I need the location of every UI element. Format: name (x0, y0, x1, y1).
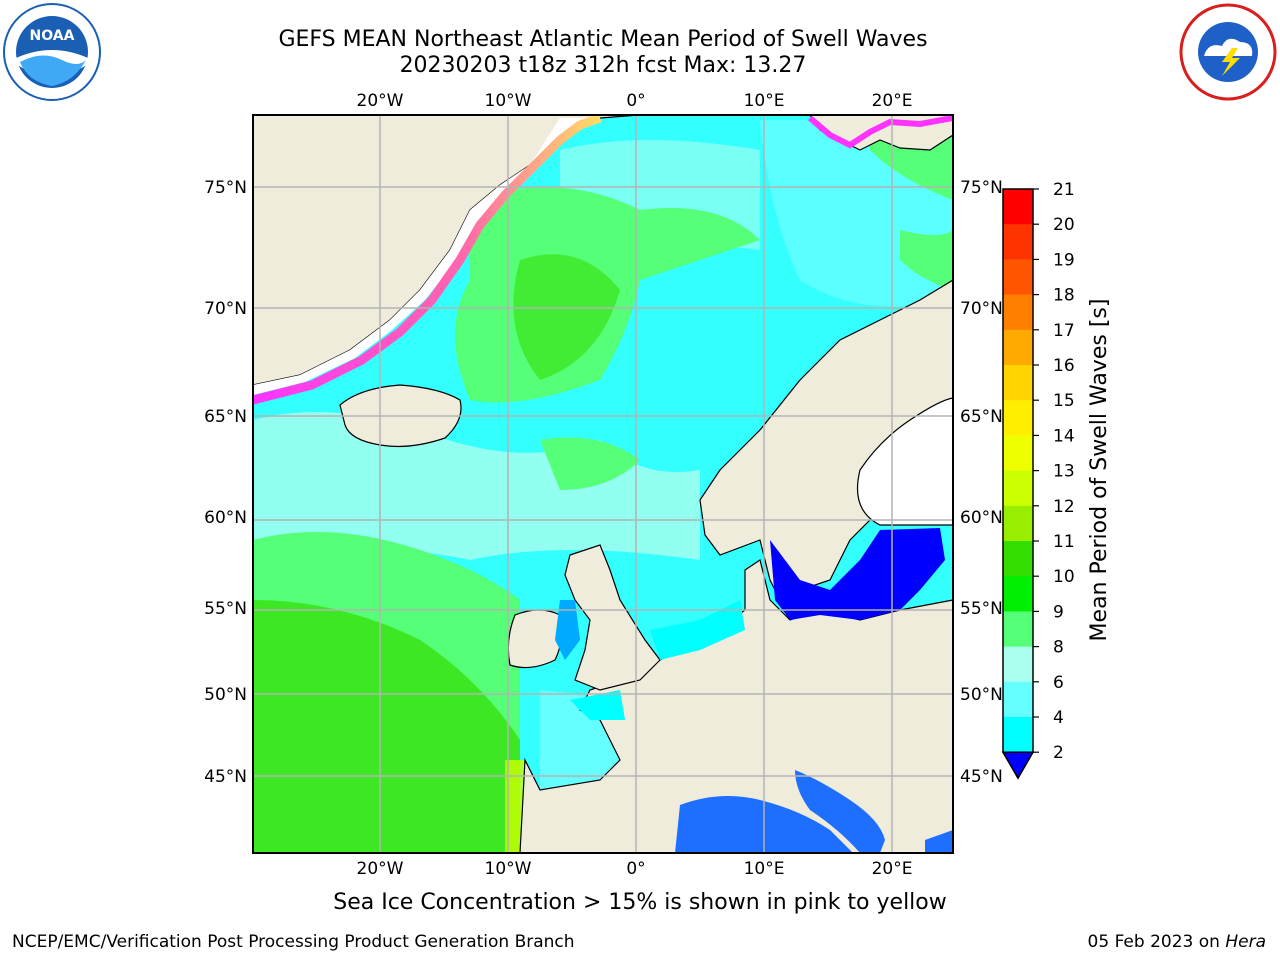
lat-label-left: 65°N (204, 407, 247, 427)
lon-label-bottom: 10°E (744, 859, 785, 879)
colorbar-tick-label: 11 (1053, 532, 1075, 552)
lon-label-bottom: 20°W (357, 859, 404, 879)
lat-label-right: 60°N (960, 508, 1003, 528)
sea-ice-note: Sea Ice Concentration > 15% is shown in … (333, 890, 947, 915)
generation-date: 05 Feb 2023 on Hera (1088, 932, 1266, 952)
generation-date-text: 05 Feb 2023 on (1087, 932, 1226, 952)
lat-label-right: 75°N (960, 178, 1003, 198)
ireland-land (507, 609, 563, 669)
colorbar-tick-label: 19 (1053, 250, 1075, 270)
svg-text:NOAA: NOAA (30, 28, 75, 44)
colorbar-tick-label: 16 (1053, 356, 1075, 376)
lat-label-right: 50°N (960, 685, 1003, 705)
graticule (253, 115, 953, 853)
sea-ice-edge (808, 115, 953, 149)
swell-10-11-region (513, 254, 620, 380)
lon-label-bottom: 0° (626, 859, 645, 879)
swell-10-11-region (253, 600, 520, 853)
host-name: Hera (1225, 932, 1266, 952)
lat-label-right: 55°N (960, 599, 1003, 619)
colorbar-segment (1003, 576, 1033, 612)
colorbar-tick-label: 2 (1053, 743, 1064, 763)
colorbar-segment (1003, 400, 1033, 436)
colorbar-segment (1003, 681, 1033, 718)
lat-label-right: 70°N (960, 299, 1003, 319)
lon-label-bottom: 10°W (485, 859, 532, 879)
lat-label-left: 50°N (204, 685, 247, 705)
lat-label-left: 55°N (204, 599, 247, 619)
adriatic-sea (795, 770, 885, 853)
swell-10-11-region (540, 437, 640, 490)
colorbar-tick-label: 18 (1053, 286, 1075, 306)
irish-sea (555, 600, 580, 660)
producer-credit: NCEP/EMC/Verification Post Processing Pr… (12, 932, 575, 952)
swell-10-11-region (900, 230, 953, 290)
colorbar-segment (1003, 717, 1033, 753)
colorbar-segment (1003, 189, 1033, 225)
colorbar-segment (1003, 541, 1033, 577)
lat-label-left: 70°N (204, 299, 247, 319)
colorbar-segment (1003, 329, 1033, 366)
colorbar-tick-label: 13 (1053, 462, 1075, 482)
chart-title: GEFS MEAN Northeast Atlantic Mean Period… (278, 27, 928, 52)
lon-label-top: 0° (626, 91, 645, 111)
nws-logo (1179, 3, 1277, 101)
colorbar-segment (1003, 611, 1033, 648)
colorbar-extend-arrow (1001, 751, 1035, 780)
aegean-sea (925, 830, 953, 853)
map-area (253, 115, 953, 853)
north-sea-coastal (650, 600, 745, 660)
colorbar-tick-label: 6 (1053, 673, 1064, 693)
colorbar-tick-label: 12 (1053, 497, 1075, 517)
colorbar-tick-label: 15 (1053, 391, 1075, 411)
lat-label-left: 75°N (204, 178, 247, 198)
lon-label-top: 20°W (357, 91, 404, 111)
lon-label-top: 10°E (744, 91, 785, 111)
colorbar-tick-label: 21 (1053, 180, 1075, 200)
lat-label-left: 60°N (204, 508, 247, 528)
colorbar-segment (1003, 505, 1033, 542)
colorbar-tick-label: 9 (1053, 602, 1064, 622)
lon-label-top: 20°E (872, 91, 913, 111)
lat-label-right: 45°N (960, 767, 1003, 787)
biscay-coastal (570, 690, 625, 720)
colorbar-label: Mean Period of Swell Waves [s] (1087, 299, 1112, 642)
swell-12-13-region (505, 760, 525, 853)
colorbar: 21 20 19 18 17 16 15 14 13 12 11 10 9 8 6 4 2 (1001, 180, 1075, 780)
colorbar-tick-label: 17 (1053, 321, 1075, 341)
lat-label-right: 65°N (960, 407, 1003, 427)
lon-label-bottom: 20°E (872, 859, 913, 879)
colorbar-segment (1003, 224, 1033, 260)
baltic-white-region (856, 397, 953, 526)
baltic-sea (770, 528, 945, 620)
lon-label-top: 10°W (485, 91, 532, 111)
colorbar-tick-label: 4 (1053, 708, 1064, 728)
map-frame (252, 114, 954, 854)
colorbar-segment (1003, 646, 1033, 683)
colorbar-segment (1003, 365, 1033, 401)
colorbar-segment (1003, 259, 1033, 296)
colorbar-tick-label: 8 (1053, 638, 1064, 658)
colorbar-segment (1003, 294, 1033, 331)
colorbar-tick-label: 14 (1053, 426, 1075, 446)
sea-ice-edge (253, 115, 602, 405)
chart-subtitle: 20230203 t18z 312h fcst Max: 13.27 (399, 53, 807, 78)
colorbar-segment (1003, 435, 1033, 472)
colorbar-tick-label: 20 (1053, 215, 1075, 235)
colorbar-tick-label: 10 (1053, 567, 1075, 587)
colorbar-segment (1003, 470, 1033, 507)
noaa-logo: NOAA (3, 3, 101, 101)
lat-label-left: 45°N (204, 767, 247, 787)
